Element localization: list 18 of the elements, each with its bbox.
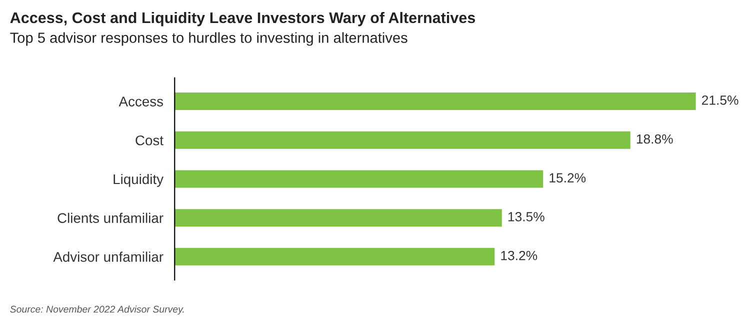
- data-label: 18.8%: [636, 134, 673, 144]
- bar: [174, 248, 495, 266]
- chart-title: Access, Cost and Liquidity Leave Investors Wary of Alternatives: [10, 12, 476, 26]
- source-note: Source: November 2022 Advisor Survey.: [10, 306, 184, 315]
- y-tick-label: Access: [118, 96, 164, 106]
- y-tick-label: Advisor unfamiliar: [53, 252, 164, 262]
- data-label: 21.5%: [702, 95, 738, 105]
- data-label: 13.2%: [501, 250, 538, 260]
- data-label: 13.5%: [508, 212, 544, 222]
- bar: [174, 209, 502, 227]
- chart-subtitle: Top 5 advisor responses to hurdles to investing in alternatives: [10, 32, 408, 46]
- bar: [174, 92, 696, 110]
- y-tick-label: Clients unfamiliar: [58, 212, 164, 223]
- data-label: 15.2%: [550, 173, 586, 183]
- bar: [174, 170, 544, 188]
- y-tick-label: Cost: [136, 135, 164, 146]
- y-tick-label: Liquidity: [114, 174, 164, 187]
- bar: [174, 131, 630, 149]
